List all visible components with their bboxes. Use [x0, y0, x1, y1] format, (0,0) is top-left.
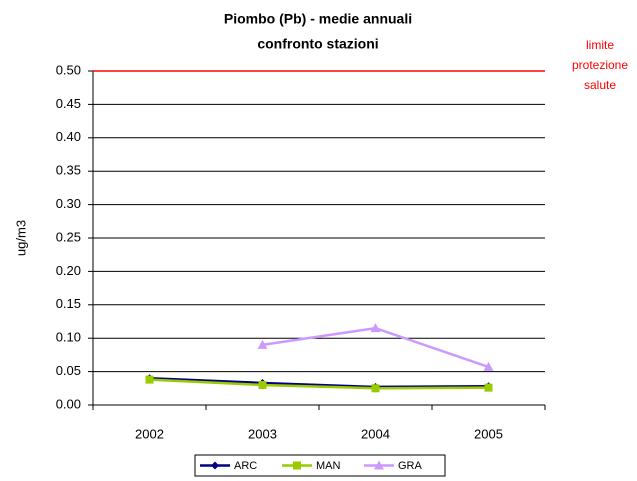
chart-title: Piombo (Pb) - medie annuali: [224, 11, 412, 27]
marker: [370, 323, 381, 333]
y-tick-label: 0.35: [56, 163, 81, 178]
y-tick-label: 0.40: [56, 129, 81, 144]
y-tick-label: 0.05: [56, 363, 81, 378]
legend: ARC MAN GRA: [194, 454, 446, 477]
y-tick-label: 0.25: [56, 229, 81, 244]
series-line: [262, 326, 489, 369]
legend-label: GRA: [398, 460, 423, 472]
limit-label: limite: [586, 38, 614, 52]
y-tick-label: 0.15: [56, 296, 81, 311]
legend-label: ARC: [234, 460, 257, 472]
chart-title: confronto stazioni: [257, 36, 378, 52]
y-tick-label: 0.10: [56, 330, 81, 345]
marker: [293, 461, 301, 470]
marker: [145, 375, 154, 384]
limit-label: protezione: [572, 58, 628, 72]
x-tick-label: 2002: [135, 426, 164, 441]
limit-label: salute: [584, 78, 616, 92]
series-line: [149, 378, 489, 390]
marker: [257, 339, 268, 349]
y-tick-label: 0.50: [56, 62, 81, 77]
x-tick-label: 2003: [248, 426, 277, 441]
marker: [374, 460, 384, 470]
y-tick-label: 0.45: [56, 96, 81, 111]
marker: [211, 461, 219, 470]
y-tick-label: 0.00: [56, 396, 81, 411]
legend-label: MAN: [316, 460, 341, 472]
y-tick-label: 0.30: [56, 196, 81, 211]
y-tick-label: 0.20: [56, 263, 81, 278]
marker: [484, 383, 493, 392]
marker: [371, 384, 380, 393]
marker: [258, 380, 267, 389]
series-line: [149, 377, 489, 389]
y-axis-label: ug/m3: [13, 220, 28, 256]
marker: [483, 361, 494, 371]
x-tick-label: 2005: [474, 426, 503, 441]
x-tick-label: 2004: [361, 426, 390, 441]
legend-box: [194, 454, 446, 477]
